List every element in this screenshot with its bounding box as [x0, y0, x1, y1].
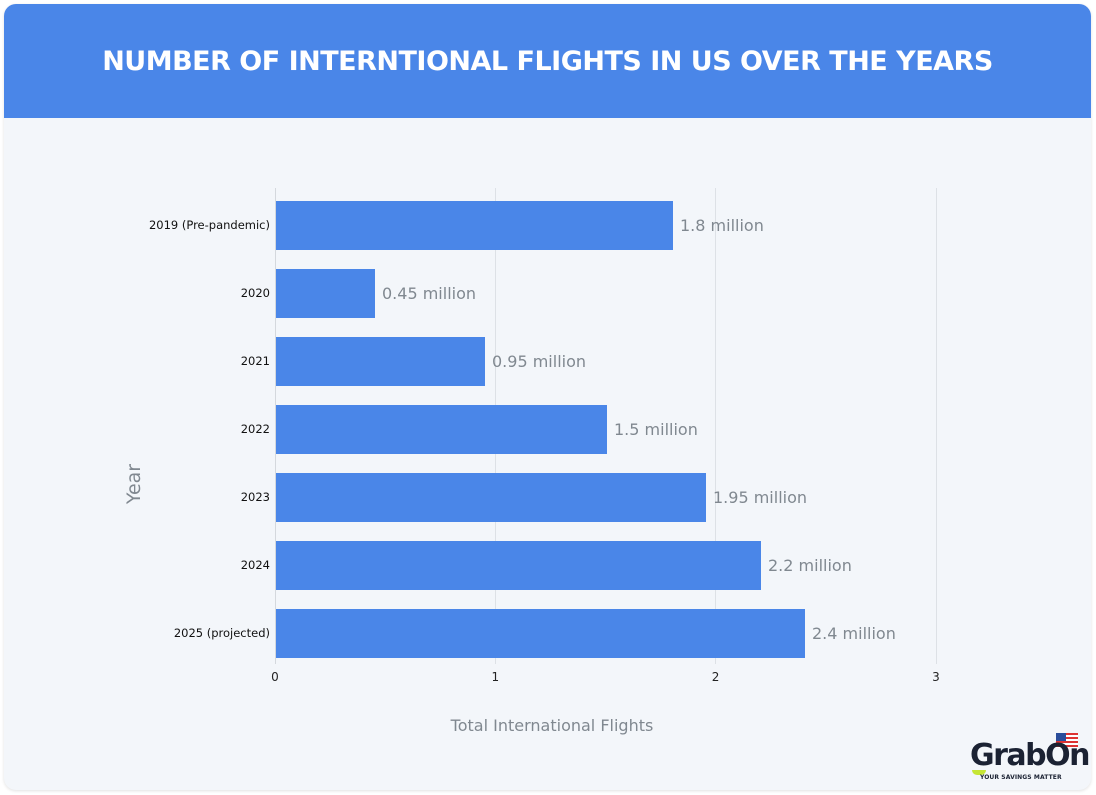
category-label: 2025 (projected)	[173, 626, 270, 640]
chart-header: NUMBER OF INTERNTIONAL FLIGHTS IN US OVE…	[4, 4, 1091, 118]
x-tick-label: 0	[271, 670, 279, 684]
logo-tagline: YOUR SAVINGS MATTER	[980, 774, 1062, 781]
gridline	[715, 188, 716, 664]
category-label: 2021	[240, 354, 270, 368]
chart-card: NUMBER OF INTERNTIONAL FLIGHTS IN US OVE…	[4, 4, 1091, 790]
chart-title: NUMBER OF INTERNTIONAL FLIGHTS IN US OVE…	[102, 45, 993, 77]
plot-area: 1.8 million 0.45 million 0.95 million 1.5 m…	[275, 188, 937, 664]
bar	[276, 201, 673, 250]
category-label: 2020	[240, 286, 270, 300]
y-axis-line	[275, 188, 276, 664]
x-tick-label: 1	[491, 670, 500, 684]
bar-value-label: 1.5 million	[614, 420, 698, 439]
bar	[276, 337, 485, 386]
x-axis-label: Total International Flights	[450, 716, 654, 735]
logo-smile-icon	[972, 770, 986, 775]
grabon-logo: GrabOn YOUR SAVINGS MATTER	[966, 732, 1091, 787]
bar	[276, 405, 607, 454]
bar-value-label: 1.95 million	[713, 488, 808, 507]
category-label: 2024	[240, 558, 270, 572]
bar-value-label: 1.8 million	[680, 216, 764, 235]
bar	[276, 473, 706, 522]
x-tick-label: 2	[711, 670, 720, 684]
us-flag-icon	[1056, 733, 1078, 748]
x-tick-label: 3	[932, 670, 940, 684]
category-label: 2023	[240, 490, 270, 504]
bar	[276, 609, 805, 658]
bar-value-label: 2.2 million	[768, 556, 852, 575]
bar	[276, 269, 375, 318]
logo-text: GrabOn	[970, 738, 1091, 773]
category-label: 2022	[240, 422, 270, 436]
category-label: 2019 (Pre-pandemic)	[148, 218, 270, 232]
gridline	[936, 188, 937, 664]
bar-value-label: 0.95 million	[492, 352, 587, 371]
bar	[276, 541, 761, 590]
bar-value-label: 0.45 million	[382, 284, 477, 303]
bar-value-label: 2.4 million	[812, 624, 896, 643]
